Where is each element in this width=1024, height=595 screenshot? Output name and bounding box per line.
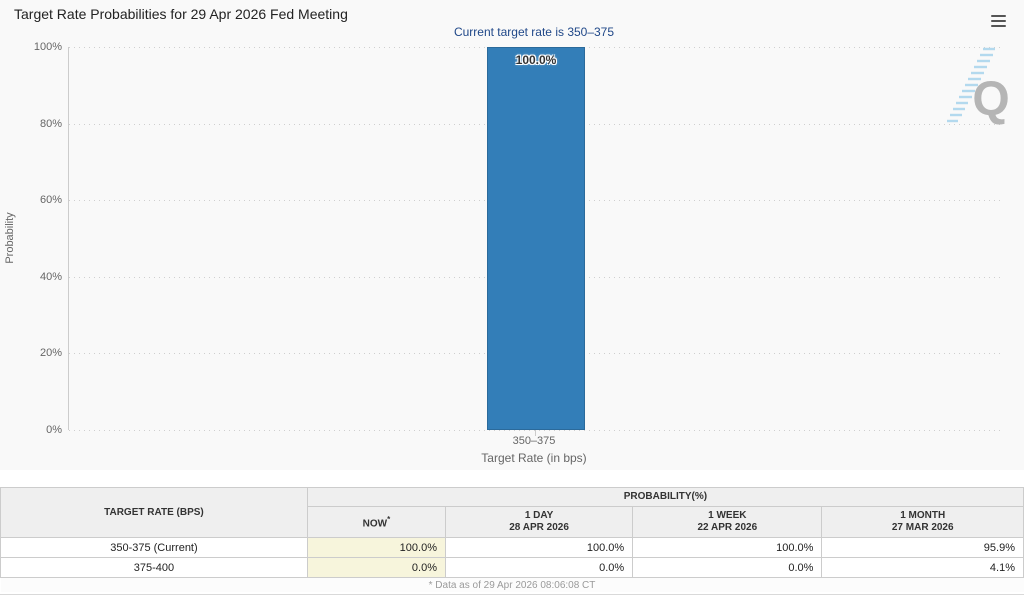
- y-axis-title: Probability: [4, 212, 16, 264]
- prob-now: 100.0%: [306, 537, 446, 558]
- x-axis-title: Target Rate (in bps): [481, 451, 587, 465]
- bar-value-label: 100.0%: [515, 53, 557, 67]
- probability-table: TARGET RATE (BPS) PROBABILITY(%) NOW* 1 …: [0, 487, 1024, 592]
- y-axis-line: [68, 47, 69, 430]
- y-tick-label: 60%: [39, 194, 62, 206]
- rate-label: 350-375 (Current): [0, 537, 308, 558]
- prob-1-week: 100.0%: [632, 537, 823, 558]
- col-group-header-probability: PROBABILITY(%): [306, 487, 1024, 507]
- x-category-label: 350–375: [512, 435, 556, 447]
- quikstrike-watermark-icon: Q: [947, 47, 1010, 125]
- probability-chart: Target Rate Probabilities for 29 Apr 202…: [4, 6, 1010, 465]
- col-header-1-week: 1 WEEK 22 APR 2026: [632, 506, 823, 538]
- col-header-now: NOW*: [306, 506, 446, 538]
- data-as-of-footnote: * Data as of 29 Apr 2026 08:06:08 CT: [0, 577, 1024, 592]
- col-header-1-day: 1 DAY 28 APR 2026: [444, 506, 634, 538]
- y-tick-label: 40%: [39, 271, 62, 283]
- y-tick-label: 20%: [39, 347, 62, 359]
- x-tick-mark: [535, 430, 536, 436]
- y-tick-label: 100%: [33, 41, 62, 53]
- y-tick-label: 0%: [46, 424, 62, 436]
- prob-1-day: 100.0%: [444, 537, 634, 558]
- probability-bar-350-375[interactable]: 100.0%: [487, 47, 585, 430]
- prob-now: 0.0%: [306, 557, 446, 578]
- table-row-375-400: 375-400 0.0% 0.0% 0.0% 4.1%: [0, 557, 1024, 578]
- prob-1-week: 0.0%: [632, 557, 823, 578]
- prob-1-month: 95.9%: [821, 537, 1024, 558]
- svg-text:Q: Q: [972, 73, 1009, 125]
- hamburger-menu-icon: [991, 14, 1006, 27]
- table-row-350-375: 350-375 (Current) 100.0% 100.0% 100.0% 9…: [0, 537, 1024, 558]
- prob-1-month: 4.1%: [821, 557, 1024, 578]
- col-header-target-rate: TARGET RATE (BPS): [0, 487, 308, 538]
- rate-label: 375-400: [0, 557, 308, 578]
- chart-title: Target Rate Probabilities for 29 Apr 202…: [14, 6, 348, 22]
- col-header-1-month: 1 MONTH 27 MAR 2026: [821, 506, 1024, 538]
- chart-context-menu-button[interactable]: [987, 8, 1010, 34]
- prob-1-day: 0.0%: [444, 557, 634, 578]
- probability-table-section: TARGET RATE (BPS) PROBABILITY(%) NOW* 1 …: [0, 487, 1024, 592]
- chart-subtitle: Current target rate is 350–375: [453, 25, 615, 39]
- gridline-0: [69, 430, 1000, 431]
- y-tick-label: 80%: [39, 118, 62, 130]
